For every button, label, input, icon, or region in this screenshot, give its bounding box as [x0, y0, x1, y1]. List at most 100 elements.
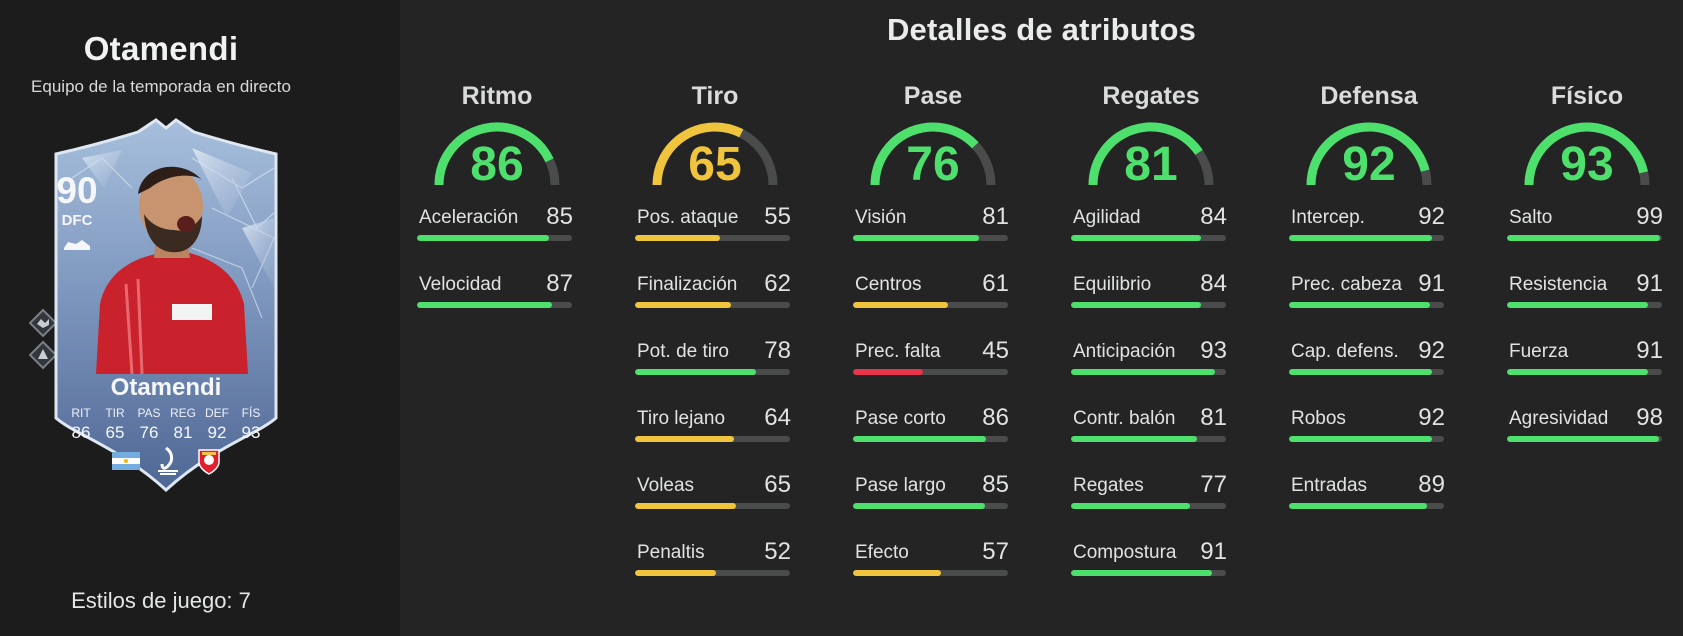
attribute-row[interactable]: Pase corto 86: [853, 402, 1013, 469]
attribute-value: 55: [764, 203, 791, 230]
card-stat-label: FÍS: [241, 406, 261, 420]
attribute-row[interactable]: Anticipación 93: [1071, 335, 1231, 402]
attribute-value: 86: [982, 404, 1009, 431]
attribute-row[interactable]: Robos 92: [1289, 402, 1449, 469]
attribute-value: 89: [1418, 471, 1445, 498]
attribute-value: 92: [1418, 404, 1445, 431]
attribute-bar-fill: [853, 436, 987, 442]
attribute-bar-fill: [635, 302, 732, 308]
attribute-row[interactable]: Compostura 91: [1071, 536, 1231, 603]
attribute-row[interactable]: Cap. defens. 92: [1289, 335, 1449, 402]
attribute-bar-fill: [1289, 235, 1432, 241]
attribute-bar-track: [1071, 436, 1226, 442]
attribute-label: Equilibrio: [1073, 274, 1152, 295]
attribute-row[interactable]: Pot. de tiro 78: [635, 335, 795, 402]
attribute-value: 85: [546, 203, 573, 230]
attribute-row[interactable]: Equilibrio 84: [1071, 268, 1231, 335]
attribute-value: 61: [982, 270, 1009, 297]
card-stat: FÍS 93: [234, 406, 268, 443]
argentina-flag-icon: [112, 452, 140, 470]
card-stat-value: 81: [173, 423, 193, 442]
attribute-value: 87: [546, 270, 573, 297]
attribute-row[interactable]: Finalización 62: [635, 268, 795, 335]
attribute-row[interactable]: Penaltis 52: [635, 536, 795, 603]
category-value: 92: [1342, 138, 1396, 191]
player-card[interactable]: 90 DFC Otamendi RIT 86 T: [42, 118, 290, 492]
attribute-value: 78: [764, 337, 791, 364]
attribute-bar-fill: [1071, 503, 1191, 509]
category-title: Ritmo: [461, 82, 533, 110]
category-value: 86: [470, 138, 524, 191]
attribute-row[interactable]: Prec. cabeza 91: [1289, 268, 1449, 335]
attribute-row[interactable]: Fuerza 91: [1507, 335, 1667, 402]
attribute-bar-fill: [1071, 302, 1202, 308]
attribute-row[interactable]: Agresividad 98: [1507, 402, 1667, 469]
playstyles-count[interactable]: Estilos de juego: 7: [71, 588, 251, 613]
attribute-bar-fill: [635, 503, 736, 509]
attribute-value: 98: [1636, 404, 1663, 431]
attribute-row[interactable]: Pase largo 85: [853, 469, 1013, 536]
attribute-value: 91: [1636, 337, 1663, 364]
attribute-row[interactable]: Aceleración 85: [417, 201, 577, 268]
card-stat-label: REG: [169, 406, 196, 420]
attribute-label: Velocidad: [419, 274, 502, 295]
attribute-row[interactable]: Efecto 57: [853, 536, 1013, 603]
attribute-value: 92: [1418, 337, 1445, 364]
attribute-value: 81: [982, 203, 1009, 230]
attribute-row[interactable]: Visión 81: [853, 201, 1013, 268]
card-stat-value: 86: [71, 423, 91, 442]
attribute-bar-track: [853, 436, 1008, 442]
attribute-label: Voleas: [637, 475, 695, 496]
attribute-row[interactable]: Salto 99: [1507, 201, 1667, 268]
attribute-label: Agilidad: [1073, 207, 1141, 228]
attribute-bar-fill: [1071, 570, 1213, 576]
attribute-details-title: Detalles de atributos: [886, 12, 1197, 47]
attribute-row[interactable]: Prec. falta 45: [853, 335, 1013, 402]
attribute-bar-track: [635, 436, 790, 442]
attribute-bar-track: [1289, 369, 1444, 375]
card-stats: RIT 86 TIR 65 PAS 76 REG 81 DEF 92 FÍS 9…: [64, 406, 268, 443]
playstyle-icon[interactable]: [28, 340, 58, 375]
attribute-bar-fill: [635, 235, 721, 241]
attribute-bar-fill: [1507, 436, 1659, 442]
card-stat-value: 76: [139, 423, 159, 442]
category-value: 81: [1124, 138, 1178, 191]
card-stat-label: DEF: [205, 406, 229, 420]
attribute-bar-fill: [853, 369, 923, 375]
player-name: Otamendi: [83, 30, 239, 67]
attribute-bar-track: [1071, 503, 1226, 509]
attribute-label: Intercep.: [1291, 207, 1365, 228]
attribute-row[interactable]: Intercep. 92: [1289, 201, 1449, 268]
attribute-row[interactable]: Velocidad 87: [417, 268, 577, 335]
attribute-bar-fill: [417, 235, 549, 241]
attribute-value: 99: [1636, 203, 1663, 230]
attribute-row[interactable]: Centros 61: [853, 268, 1013, 335]
attribute-bar-fill: [1507, 369, 1649, 375]
attribute-row[interactable]: Regates 77: [1071, 469, 1231, 536]
category-gauge: 81: [1071, 121, 1231, 201]
attribute-row[interactable]: Tiro lejano 64: [635, 402, 795, 469]
category-title: Defensa: [1320, 82, 1418, 110]
attribute-label: Pos. ataque: [637, 207, 739, 228]
chemistry-style-icon[interactable]: [28, 308, 58, 343]
attribute-row[interactable]: Pos. ataque 55: [635, 201, 795, 268]
boot-icon: [64, 240, 90, 250]
card-stat-label: PAS: [137, 406, 161, 420]
attribute-bar-track: [1289, 302, 1444, 308]
attribute-row[interactable]: Agilidad 84: [1071, 201, 1231, 268]
attribute-label: Visión: [855, 207, 907, 228]
attribute-row[interactable]: Voleas 65: [635, 469, 795, 536]
category-2: Pase 76 Visión 81 Centros 61 Prec. falta 45 Pase…: [853, 82, 1013, 603]
attribute-label: Pot. de tiro: [637, 341, 729, 362]
attribute-label: Finalización: [637, 274, 738, 295]
attribute-row[interactable]: Contr. balón 81: [1071, 402, 1231, 469]
attribute-label: Entradas: [1291, 475, 1368, 496]
attribute-bar-fill: [417, 302, 552, 308]
attribute-row[interactable]: Entradas 89: [1289, 469, 1449, 536]
attribute-label: Pase corto: [855, 408, 946, 429]
benfica-crest-icon: [198, 449, 220, 475]
attribute-bar-track: [417, 235, 572, 241]
attribute-row[interactable]: Resistencia 91: [1507, 268, 1667, 335]
category-gauge: 65: [635, 121, 795, 201]
card-overall-rating: 90: [56, 170, 98, 211]
